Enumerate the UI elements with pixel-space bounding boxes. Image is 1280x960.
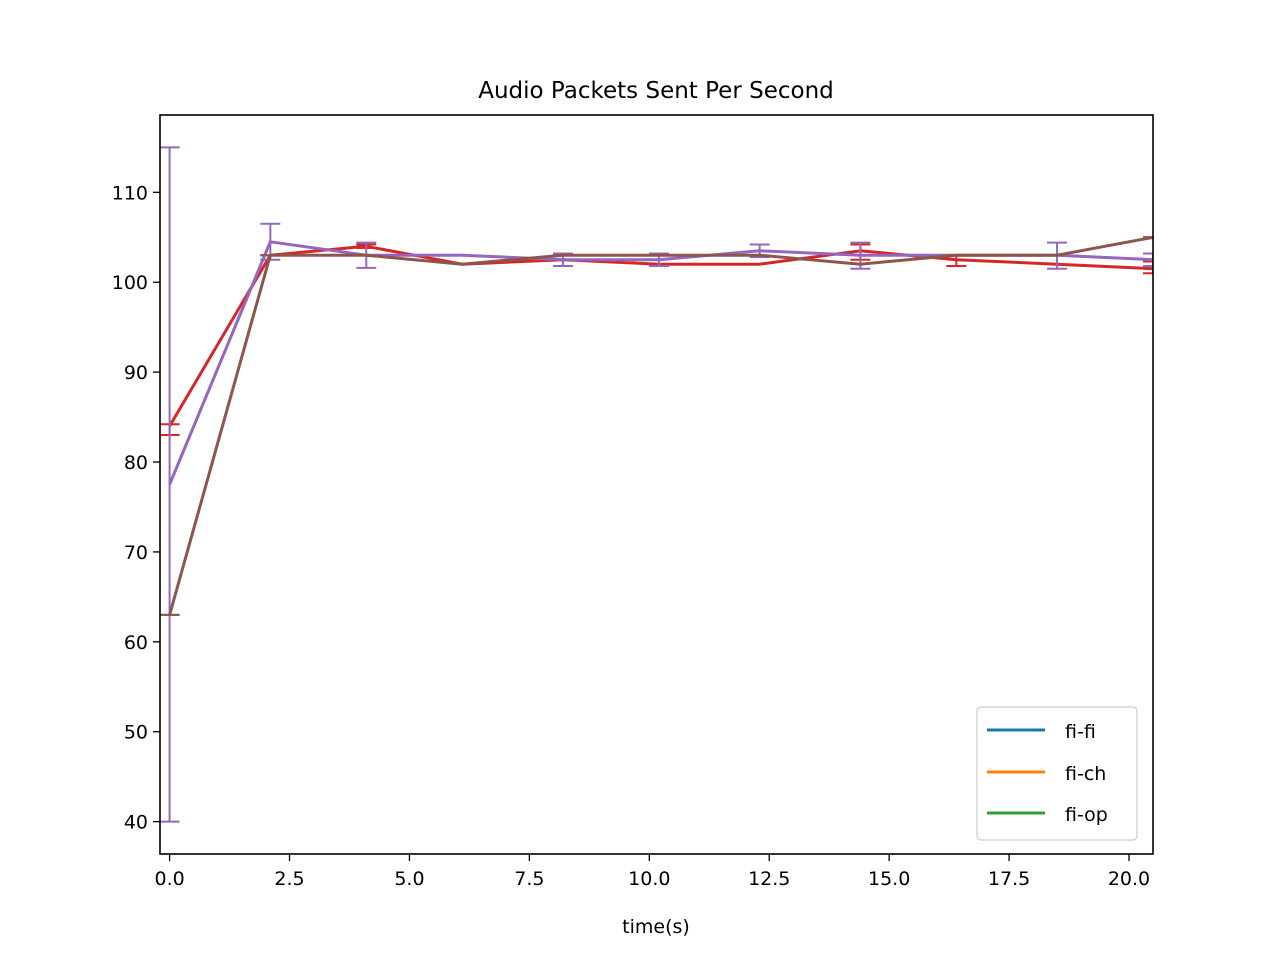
tick-layer: 0.0 2.5 5.0 7.5 10.0 12.5 15.0 17.5 20.0 40 50 60 70… — [112, 182, 1150, 890]
series-layer — [160, 146, 1153, 823]
x-tick-label: 0.0 — [154, 868, 184, 890]
y-tick-label: 80 — [124, 452, 148, 474]
x-tick-label: 15.0 — [868, 868, 910, 890]
legend: fi-fi fi-ch fi-op — [976, 706, 1138, 841]
y-tick-label: 60 — [124, 632, 148, 654]
legend-label-fi-fi: fi-fi — [1065, 721, 1096, 743]
series-2 — [160, 235, 1153, 616]
x-axis-label: time(s) — [622, 916, 690, 938]
legend-box — [976, 706, 1138, 841]
y-tick-label: 70 — [124, 542, 148, 564]
y-tick-label: 90 — [124, 362, 148, 384]
x-tick-label: 17.5 — [988, 868, 1030, 890]
legend-label-fi-ch: fi-ch — [1065, 763, 1106, 785]
x-tick-label: 5.0 — [394, 868, 424, 890]
y-tick-label: 40 — [124, 812, 148, 834]
plot-frame — [159, 114, 1154, 855]
x-tick-label: 2.5 — [274, 868, 304, 890]
y-tick-label: 100 — [112, 272, 148, 294]
y-tick-label: 110 — [112, 182, 148, 204]
series-line — [168, 235, 1153, 616]
x-tick-label: 12.5 — [748, 868, 790, 890]
x-tick-label: 20.0 — [1108, 868, 1150, 890]
legend-label-fi-op: fi-op — [1065, 804, 1108, 826]
x-tick-label: 10.0 — [628, 868, 670, 890]
y-tick-label: 50 — [124, 722, 148, 744]
x-tick-label: 7.5 — [514, 868, 544, 890]
chart-title: Audio Packets Sent Per Second — [478, 78, 834, 104]
